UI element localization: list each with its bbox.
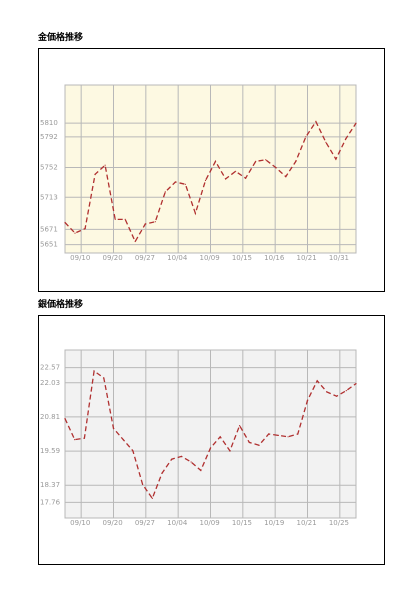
silver-y-tick-label: 18.37 bbox=[40, 481, 60, 489]
gold-data-point bbox=[275, 166, 277, 169]
silver-data-point bbox=[142, 483, 144, 485]
silver-data-point bbox=[180, 455, 182, 457]
gold-y-tick-label: 5792 bbox=[40, 133, 58, 141]
gold-data-point bbox=[114, 218, 116, 220]
gold-x-tick-label: 10/15 bbox=[232, 254, 252, 262]
gold-x-tick-label: 09/27 bbox=[135, 254, 155, 262]
gold-data-point bbox=[214, 160, 217, 162]
gold-data-point bbox=[335, 158, 337, 160]
gold-data-point bbox=[235, 170, 237, 172]
silver-price-chart: 17.76 18.37 19.59 20.81 22.03 22.57 09/10 09/20… bbox=[40, 349, 357, 527]
silver-data-point bbox=[112, 427, 115, 429]
silver-data-point bbox=[83, 437, 85, 439]
gold-data-point bbox=[325, 141, 327, 143]
silver-x-tick-label: 10/15 bbox=[232, 519, 252, 527]
silver-chart-panel: 17.76 18.37 19.59 20.81 22.03 22.57 09/10 09/20… bbox=[38, 315, 385, 565]
silver-data-point bbox=[190, 461, 192, 463]
gold-data-point bbox=[265, 159, 267, 161]
gold-data-point bbox=[345, 137, 347, 140]
silver-data-point bbox=[268, 433, 270, 435]
silver-data-point bbox=[209, 447, 212, 449]
gold-x-tick-label: 10/09 bbox=[200, 254, 220, 262]
silver-x-tick-label: 10/09 bbox=[200, 519, 220, 527]
gold-data-point bbox=[164, 191, 166, 193]
silver-data-point bbox=[132, 450, 134, 452]
silver-x-tick-label: 09/27 bbox=[135, 519, 155, 527]
gold-data-point bbox=[204, 179, 207, 182]
silver-data-point bbox=[306, 399, 309, 401]
gold-data-point bbox=[305, 136, 307, 138]
silver-data-point bbox=[287, 436, 289, 438]
silver-data-point bbox=[277, 434, 279, 436]
silver-data-point bbox=[64, 418, 66, 420]
gold-data-point bbox=[355, 122, 357, 124]
gold-price-chart: 5651 5671 5713 5752 5792 5810 09/10 09/20 09/27 1… bbox=[40, 84, 357, 262]
gold-data-point bbox=[315, 121, 317, 123]
silver-data-point bbox=[103, 377, 105, 379]
gold-chart-panel: 5651 5671 5713 5752 5792 5810 09/10 09/20 09/27 1… bbox=[38, 48, 385, 292]
gold-x-tick-label: 09/20 bbox=[103, 254, 123, 262]
silver-y-tick-label: 22.03 bbox=[40, 379, 60, 387]
silver-data-point bbox=[219, 436, 221, 438]
silver-data-point bbox=[74, 439, 76, 441]
gold-data-point bbox=[144, 223, 146, 225]
silver-x-tick-label: 10/19 bbox=[264, 519, 284, 527]
silver-data-point bbox=[151, 497, 153, 499]
gold-x-tick-label: 10/04 bbox=[167, 254, 188, 262]
silver-chart-title: 銀価格推移 bbox=[38, 300, 84, 310]
gold-y-tick-label: 5713 bbox=[40, 193, 58, 201]
gold-data-point bbox=[124, 218, 126, 220]
silver-data-point bbox=[248, 441, 250, 443]
gold-x-tick-label: 10/16 bbox=[264, 254, 285, 262]
gold-data-point bbox=[84, 228, 86, 230]
silver-data-point bbox=[93, 370, 95, 372]
silver-data-point bbox=[229, 450, 231, 452]
silver-data-point bbox=[345, 390, 347, 392]
silver-data-point bbox=[239, 425, 241, 427]
gold-data-point bbox=[104, 164, 106, 166]
silver-data-point bbox=[316, 380, 318, 382]
gold-data-point bbox=[74, 232, 76, 234]
gold-y-tick-label: 5671 bbox=[40, 225, 58, 233]
gold-x-tick-label: 10/21 bbox=[297, 254, 317, 262]
gold-data-point bbox=[225, 178, 227, 180]
silver-data-point bbox=[258, 444, 260, 446]
gold-data-point bbox=[154, 221, 156, 223]
silver-x-tick-label: 09/10 bbox=[70, 519, 90, 527]
silver-data-point bbox=[171, 458, 173, 460]
gold-data-point bbox=[245, 177, 247, 179]
silver-data-point bbox=[200, 469, 202, 471]
gold-data-point bbox=[295, 160, 297, 162]
gold-y-tick-label: 5752 bbox=[40, 163, 58, 171]
silver-data-point bbox=[122, 439, 124, 441]
gold-y-tick-label: 5810 bbox=[40, 119, 58, 127]
silver-x-tick-label: 09/20 bbox=[103, 519, 123, 527]
gold-data-point bbox=[184, 183, 186, 185]
silver-y-tick-label: 19.59 bbox=[40, 447, 60, 455]
gold-data-point bbox=[134, 240, 136, 243]
silver-data-point bbox=[326, 391, 328, 393]
silver-data-point bbox=[355, 383, 357, 385]
gold-data-point bbox=[255, 160, 257, 162]
silver-data-point bbox=[161, 472, 163, 474]
silver-x-tick-label: 10/25 bbox=[329, 519, 349, 527]
gold-data-point bbox=[174, 181, 176, 183]
gold-data-point bbox=[285, 176, 287, 178]
silver-y-tick-label: 22.57 bbox=[40, 364, 60, 372]
silver-x-tick-label: 10/04 bbox=[167, 519, 188, 527]
gold-data-point bbox=[94, 173, 96, 175]
gold-data-point bbox=[194, 212, 196, 214]
gold-y-tick-label: 5651 bbox=[40, 241, 58, 249]
gold-x-tick-label: 09/10 bbox=[70, 254, 90, 262]
gold-data-point bbox=[64, 221, 66, 224]
silver-data-point bbox=[336, 395, 338, 397]
gold-chart-title: 金価格推移 bbox=[38, 33, 84, 43]
silver-x-tick-label: 10/21 bbox=[297, 519, 317, 527]
silver-y-tick-label: 17.76 bbox=[40, 498, 61, 506]
silver-data-point bbox=[297, 433, 299, 435]
silver-y-tick-label: 20.81 bbox=[40, 413, 60, 421]
gold-x-tick-label: 10/31 bbox=[329, 254, 349, 262]
gold-series-line bbox=[64, 120, 357, 243]
